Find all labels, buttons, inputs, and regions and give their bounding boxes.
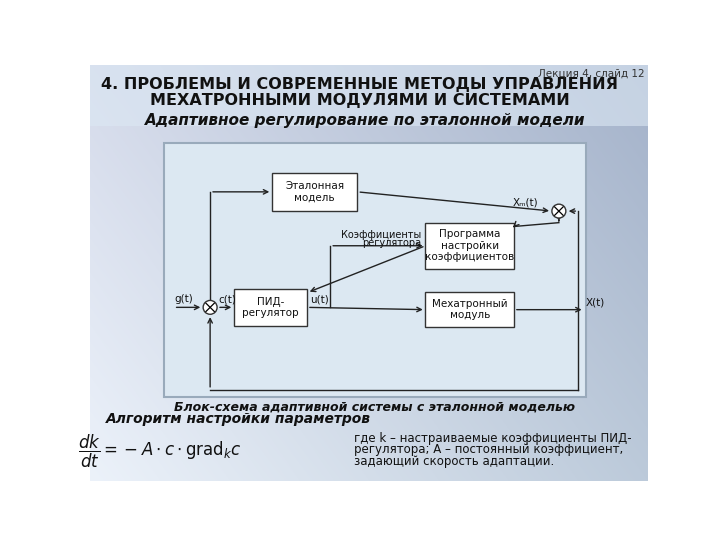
Circle shape bbox=[552, 204, 566, 218]
FancyBboxPatch shape bbox=[163, 143, 586, 397]
Text: регулятора; A – постоянный коэффициент,: регулятора; A – постоянный коэффициент, bbox=[354, 443, 623, 456]
Circle shape bbox=[203, 300, 217, 314]
Text: регулятора: регулятора bbox=[363, 238, 422, 248]
Text: $\dfrac{dk}{dt} = -A \cdot c \cdot \mathrm{grad}_k c$: $\dfrac{dk}{dt} = -A \cdot c \cdot \math… bbox=[78, 433, 241, 470]
Text: g(t): g(t) bbox=[174, 294, 193, 304]
Text: Лекция 4, слайд 12: Лекция 4, слайд 12 bbox=[538, 69, 644, 79]
Text: u(t): u(t) bbox=[310, 294, 329, 304]
FancyBboxPatch shape bbox=[426, 292, 514, 327]
Text: X(t): X(t) bbox=[586, 298, 606, 307]
FancyBboxPatch shape bbox=[90, 65, 648, 126]
Text: Эталонная
модель: Эталонная модель bbox=[285, 181, 344, 202]
Text: 4. ПРОБЛЕМЫ И СОВРЕМЕННЫЕ МЕТОДЫ УПРАВЛЕНИЯ: 4. ПРОБЛЕМЫ И СОВРЕМЕННЫЕ МЕТОДЫ УПРАВЛЕ… bbox=[102, 77, 618, 92]
Text: Программа
настройки
коэффициентов: Программа настройки коэффициентов bbox=[425, 229, 514, 262]
Text: Блок-схема адаптивной системы с эталонной моделью: Блок-схема адаптивной системы с эталонно… bbox=[174, 401, 575, 414]
Text: Адаптивное регулирование по эталонной модели: Адаптивное регулирование по эталонной мо… bbox=[145, 113, 585, 128]
Text: Алгоритм настройки параметров: Алгоритм настройки параметров bbox=[106, 412, 371, 426]
FancyBboxPatch shape bbox=[426, 222, 514, 269]
Text: ПИД-
регулятор: ПИД- регулятор bbox=[242, 296, 299, 318]
FancyBboxPatch shape bbox=[272, 173, 357, 211]
FancyBboxPatch shape bbox=[234, 289, 307, 326]
Text: МЕХАТРОННЫМИ МОДУЛЯМИ И СИСТЕМАМИ: МЕХАТРОННЫМИ МОДУЛЯМИ И СИСТЕМАМИ bbox=[150, 93, 570, 109]
Text: где k – настраиваемые коэффициенты ПИД-: где k – настраиваемые коэффициенты ПИД- bbox=[354, 432, 631, 445]
Text: задающий скорость адаптации.: задающий скорость адаптации. bbox=[354, 455, 554, 468]
Text: Xₘ(t): Xₘ(t) bbox=[513, 197, 538, 207]
Text: Мехатронный
модуль: Мехатронный модуль bbox=[432, 299, 508, 320]
Text: Коэффициенты: Коэффициенты bbox=[341, 230, 422, 240]
Text: c(t): c(t) bbox=[219, 294, 237, 304]
